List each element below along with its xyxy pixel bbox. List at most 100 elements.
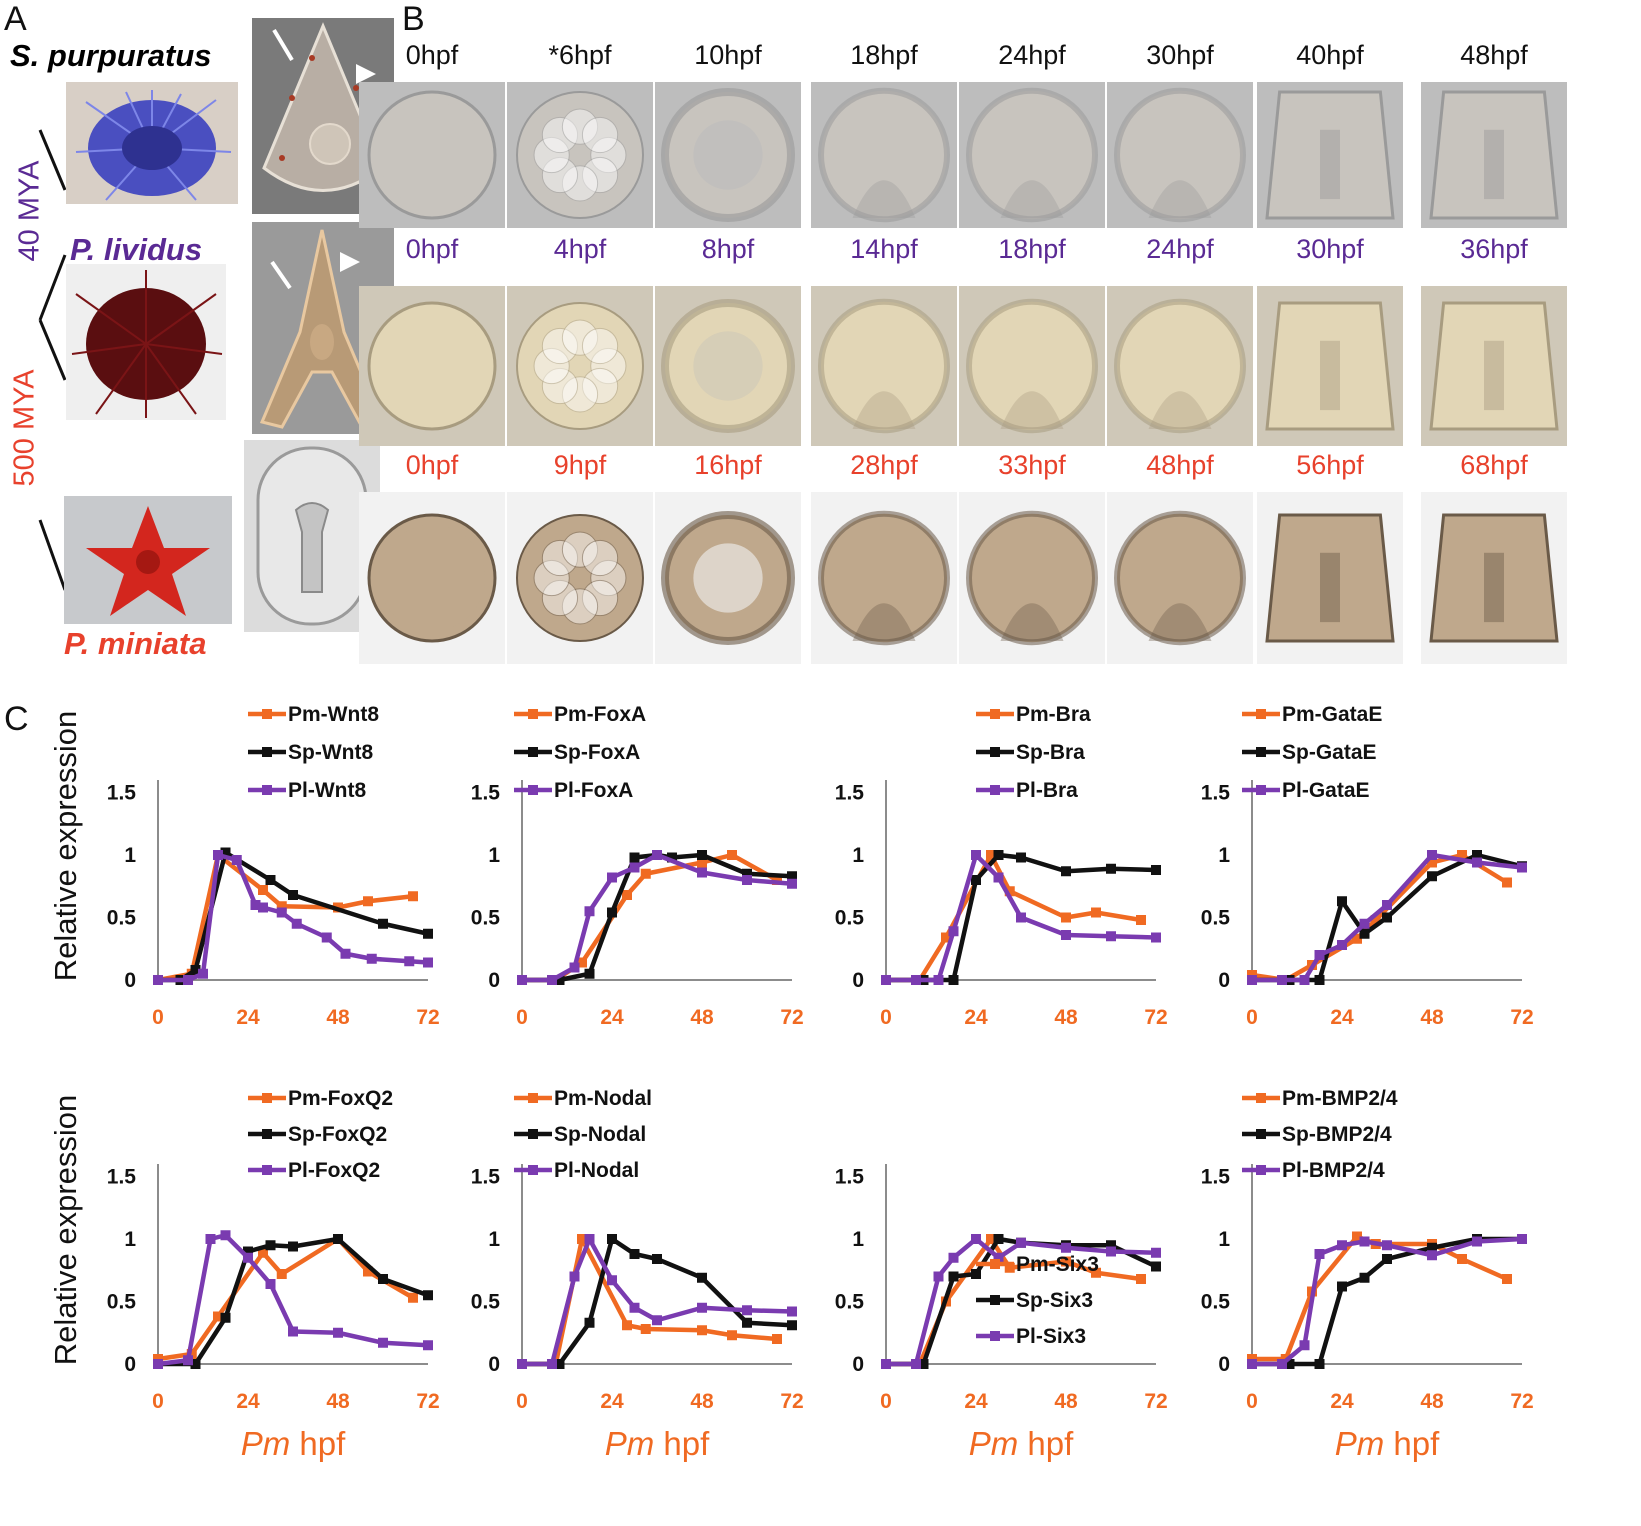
data-point — [697, 1325, 707, 1336]
legend-marker — [262, 747, 272, 757]
timepoint-label-pm: 9hpf — [553, 450, 607, 480]
y-tick-label: 0 — [852, 1353, 864, 1376]
data-point — [948, 975, 959, 985]
data-point — [1502, 1274, 1512, 1284]
x-tick-label: 0 — [1246, 1006, 1258, 1029]
data-point — [1382, 1240, 1392, 1251]
data-point — [1382, 1254, 1392, 1264]
data-point — [1091, 1267, 1101, 1278]
x-tick-label: 24 — [236, 1006, 260, 1029]
legend-marker — [262, 785, 272, 795]
data-point — [1016, 852, 1026, 863]
data-point — [1061, 1256, 1071, 1267]
data-point — [1299, 1340, 1310, 1351]
data-point — [948, 926, 959, 937]
series-line — [886, 1236, 1157, 1367]
data-point — [1151, 1261, 1161, 1272]
embryo-image-pl — [507, 286, 653, 446]
data-point — [265, 1240, 276, 1251]
y-tick-label: 1.5 — [1201, 782, 1231, 805]
data-point — [971, 875, 981, 885]
embryo-image-pm — [359, 492, 505, 664]
timepoint-label-sp: 10hpf — [694, 40, 762, 70]
series-line — [1252, 1234, 1508, 1362]
x-tick-label: 72 — [1510, 1390, 1533, 1413]
chart-Six3: 0 0.5 1 1.5 0 24 48 72 Pm-Six3 Sp-Six3 Pl-Six3 — [835, 1164, 1168, 1413]
x-tick-label: 72 — [1144, 1390, 1167, 1413]
legend-marker — [1256, 709, 1266, 719]
data-point — [213, 850, 223, 860]
data-point — [1061, 912, 1071, 923]
adult-photo-pm — [64, 496, 232, 624]
legend-label: Pm-Nodal — [554, 1087, 652, 1110]
data-point — [1061, 1242, 1071, 1253]
data-point — [183, 975, 193, 985]
data-point — [948, 1252, 959, 1263]
y-tick-label: 0.5 — [1201, 907, 1231, 930]
data-point — [911, 1359, 921, 1369]
data-point — [1427, 1250, 1437, 1261]
timepoint-label-pm: 16hpf — [694, 450, 762, 480]
panel-label-b: B — [402, 0, 425, 38]
data-point — [1314, 1249, 1325, 1259]
data-point — [993, 1234, 1004, 1244]
legend-label: Pm-GataE — [1282, 703, 1382, 726]
y-tick-label: 1.5 — [471, 782, 501, 805]
timepoint-label-pl: 24hpf — [1146, 234, 1214, 264]
legend-label: Pl-FoxQ2 — [288, 1159, 380, 1182]
data-point — [787, 1306, 797, 1317]
divergence-40mya: 40 MYA — [13, 160, 46, 262]
y-tick-label: 1.5 — [835, 1166, 865, 1189]
y-tick-label: 0.5 — [1201, 1291, 1231, 1314]
data-point — [607, 1275, 617, 1286]
legend-label: Pl-BMP2/4 — [1282, 1159, 1385, 1182]
embryo-image-pm — [1421, 492, 1567, 664]
legend-marker — [528, 1129, 538, 1139]
data-point — [258, 885, 268, 895]
x-tick-label: 24 — [600, 1006, 624, 1029]
data-point — [1427, 850, 1437, 860]
data-point — [742, 1305, 752, 1316]
data-point — [918, 1359, 929, 1369]
data-point — [1472, 850, 1482, 860]
data-point — [933, 975, 944, 985]
divergence-500mya: 500 MYA — [8, 369, 41, 487]
embryo-image-pl — [1257, 286, 1403, 446]
data-point — [1277, 1359, 1287, 1369]
data-point — [1061, 930, 1071, 940]
timepoint-label-sp: 40hpf — [1296, 40, 1364, 70]
x-tick-label: 48 — [326, 1390, 350, 1413]
y-tick-label: 1.5 — [1201, 1166, 1231, 1189]
timepoint-label-pm: 0hpf — [405, 450, 459, 480]
data-point — [547, 1359, 557, 1369]
data-point — [190, 965, 201, 975]
data-point — [629, 852, 640, 863]
data-point — [1337, 1240, 1347, 1251]
data-point — [652, 850, 662, 860]
data-point — [1106, 863, 1116, 874]
data-point — [1247, 1359, 1257, 1369]
data-point — [1016, 912, 1026, 923]
data-point — [1337, 896, 1347, 907]
timepoint-label-pl: 0hpf — [405, 234, 459, 264]
data-point — [276, 1269, 287, 1279]
data-point — [321, 932, 332, 943]
data-point — [378, 1337, 388, 1348]
data-point — [629, 1249, 640, 1259]
data-point — [1337, 1281, 1347, 1292]
legend-label: Pl-GataE — [1282, 779, 1370, 802]
species-name-pl: P. lividus — [70, 232, 203, 267]
data-point — [787, 1320, 797, 1331]
legend-label: Sp-Bra — [1016, 741, 1085, 764]
adult-photo-sp — [66, 82, 238, 204]
data-point — [584, 968, 595, 979]
embryo-image-pm — [1107, 492, 1253, 664]
data-point — [517, 1359, 527, 1369]
legend-marker — [1256, 747, 1266, 757]
legend-marker — [990, 709, 1000, 719]
data-point — [183, 1355, 193, 1366]
x-tick-label: 48 — [690, 1006, 714, 1029]
data-point — [584, 1234, 595, 1244]
y-tick-label: 1 — [1218, 1228, 1230, 1251]
data-point — [220, 1312, 231, 1323]
